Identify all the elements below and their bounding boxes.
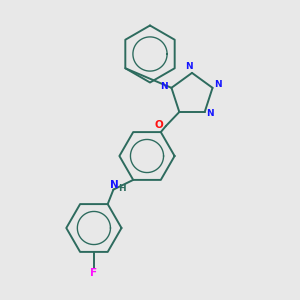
Text: H: H (118, 184, 126, 193)
Text: N: N (110, 180, 118, 190)
Text: N: N (214, 80, 222, 89)
Text: N: N (160, 82, 168, 91)
Text: F: F (90, 268, 98, 278)
Text: N: N (206, 109, 214, 118)
Text: O: O (155, 120, 164, 130)
Text: N: N (185, 62, 193, 71)
